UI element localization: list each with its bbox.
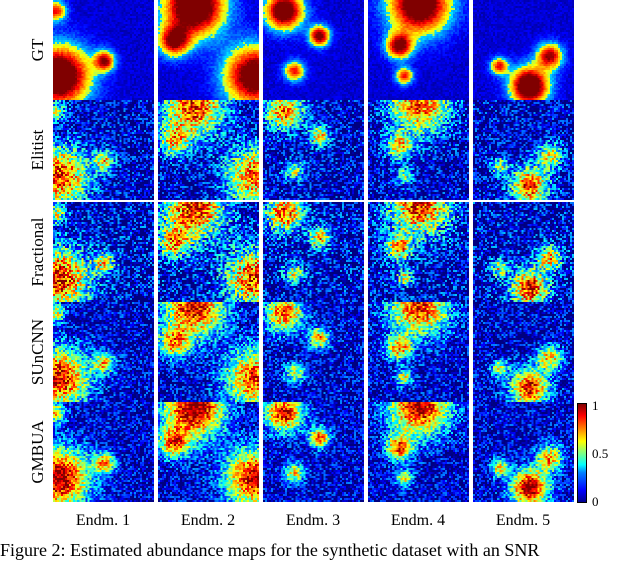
abundance-map-canvas xyxy=(368,202,469,302)
abundance-map-canvas xyxy=(53,302,154,402)
abundance-map-canvas xyxy=(473,202,574,302)
figure-caption: Figure 2: Estimated abundance maps for t… xyxy=(0,540,540,560)
abundance-map-tile xyxy=(263,202,364,302)
colorbar-tick-mid: 0.5 xyxy=(592,446,609,461)
colorbar-tick-min: 0 xyxy=(592,494,599,509)
abundance-map-canvas xyxy=(263,202,364,302)
abundance-map-canvas xyxy=(53,202,154,302)
row-label-fractional: Fractional xyxy=(28,217,47,287)
abundance-map-tile xyxy=(473,202,574,302)
col-label-endm-1: Endm. 1 xyxy=(75,512,131,529)
abundance-map-canvas xyxy=(263,100,364,200)
abundance-map-canvas xyxy=(158,402,259,502)
abundance-map-tile xyxy=(368,402,469,502)
abundance-map-tile xyxy=(158,100,259,200)
abundance-map-canvas xyxy=(158,100,259,200)
abundance-map-canvas xyxy=(53,100,154,200)
abundance-map-tile xyxy=(158,0,259,100)
abundance-map-tile xyxy=(53,302,154,402)
abundance-map-canvas xyxy=(158,302,259,402)
abundance-map-tile xyxy=(368,100,469,200)
abundance-map-tile xyxy=(158,302,259,402)
abundance-map-canvas xyxy=(53,402,154,502)
abundance-map-tile xyxy=(473,100,574,200)
row-label-gmbua: GMBUA xyxy=(28,420,47,484)
abundance-map-canvas xyxy=(473,100,574,200)
abundance-map-tile xyxy=(158,202,259,302)
abundance-map-canvas xyxy=(473,0,574,100)
abundance-map-tile xyxy=(263,402,364,502)
row-label-elitist: Elitist xyxy=(28,129,47,171)
abundance-map-tile xyxy=(368,202,469,302)
abundance-map-canvas xyxy=(263,0,364,100)
row-label-gt: GT xyxy=(28,38,47,62)
abundance-map-tile xyxy=(53,0,154,100)
row-label-suncnn: SUnCNN xyxy=(28,318,47,386)
abundance-map-canvas xyxy=(368,302,469,402)
abundance-map-canvas xyxy=(368,100,469,200)
abundance-map-tile xyxy=(473,0,574,100)
abundance-map-tile xyxy=(53,100,154,200)
abundance-map-tile xyxy=(263,0,364,100)
colorbar xyxy=(577,403,587,503)
abundance-map-tile xyxy=(263,302,364,402)
abundance-map-canvas xyxy=(368,402,469,502)
abundance-map-canvas xyxy=(53,0,154,100)
abundance-map-canvas xyxy=(263,402,364,502)
abundance-map-tile xyxy=(158,402,259,502)
abundance-map-canvas xyxy=(473,402,574,502)
abundance-map-canvas xyxy=(368,0,469,100)
abundance-map-tile xyxy=(53,202,154,302)
abundance-map-tile xyxy=(473,302,574,402)
abundance-map-tile xyxy=(473,402,574,502)
abundance-map-canvas xyxy=(263,302,364,402)
col-label-endm-2: Endm. 2 xyxy=(180,512,236,529)
abundance-map-canvas xyxy=(473,302,574,402)
col-label-endm-5: Endm. 5 xyxy=(495,512,551,529)
abundance-map-tile xyxy=(53,402,154,502)
abundance-map-tile xyxy=(263,100,364,200)
col-label-endm-4: Endm. 4 xyxy=(390,512,446,529)
abundance-map-canvas xyxy=(158,0,259,100)
col-label-endm-3: Endm. 3 xyxy=(285,512,341,529)
abundance-map-tile xyxy=(368,0,469,100)
colorbar-tick-max: 1 xyxy=(592,398,599,413)
abundance-map-tile xyxy=(368,302,469,402)
abundance-map-canvas xyxy=(158,202,259,302)
